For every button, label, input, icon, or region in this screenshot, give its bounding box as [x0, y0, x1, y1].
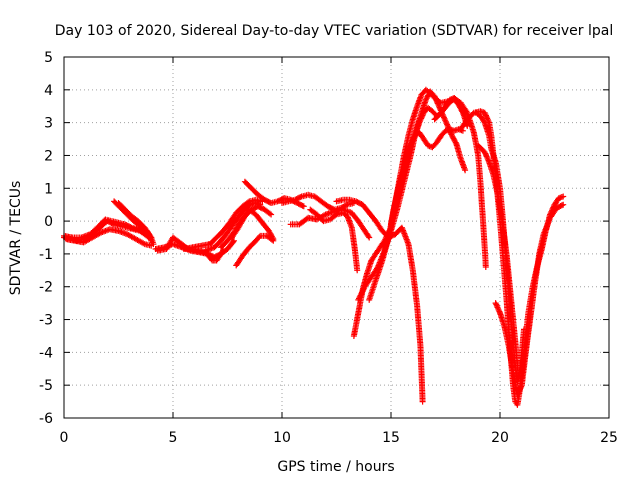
- series-arc-17: [333, 196, 426, 405]
- y-tick-label: 3: [44, 116, 53, 132]
- y-tick-label: 4: [44, 83, 53, 99]
- plot-area: [61, 86, 567, 408]
- series-arc-16: [307, 206, 361, 274]
- x-tick-label: 0: [60, 430, 69, 446]
- chart-title: Day 103 of 2020, Sidereal Day-to-day VTE…: [55, 23, 613, 39]
- x-tick-label: 25: [600, 430, 618, 446]
- x-tick-label: 5: [169, 430, 178, 446]
- x-axis-label: GPS time / hours: [277, 459, 394, 475]
- plot-frame: [63, 56, 610, 419]
- data-points: [233, 232, 277, 269]
- y-tick-label: -2: [39, 280, 53, 296]
- x-tick-label: 15: [382, 430, 400, 446]
- series-arc-09: [202, 200, 264, 254]
- data-points: [333, 196, 426, 405]
- y-tick-label: 0: [44, 214, 53, 230]
- data-points: [307, 206, 361, 274]
- series-arc-22: [431, 95, 489, 270]
- series-arc-05: [115, 200, 155, 244]
- series-arc-26: [492, 201, 567, 398]
- y-tick-label: -5: [39, 378, 53, 394]
- data-points: [202, 200, 264, 254]
- data-points: [180, 196, 266, 252]
- series-arc-12: [228, 206, 277, 243]
- y-tick-label: 5: [44, 50, 53, 66]
- x-tick-label: 10: [273, 430, 291, 446]
- series-arc-08: [180, 196, 266, 252]
- data-points: [115, 200, 155, 244]
- x-tick-label: 20: [491, 430, 509, 446]
- y-tick-label: 2: [44, 148, 53, 164]
- series-arc-11: [233, 232, 277, 269]
- y-axis-label: SDTVAR / TECUs: [8, 181, 24, 296]
- data-points: [431, 95, 489, 270]
- series-arc-03: [63, 226, 155, 249]
- y-tick-label: -6: [39, 411, 53, 427]
- y-tick-label: -3: [39, 313, 53, 329]
- y-tick-label: 1: [44, 181, 53, 197]
- y-tick-label: -4: [39, 345, 53, 361]
- data-points: [492, 201, 567, 398]
- y-tick-label: -1: [39, 247, 53, 263]
- axes: 0 5 10 15 20 25 -6 -5 -4 -3 -2 -1 0 1 2 3 4 5: [39, 50, 618, 446]
- data-points: [228, 206, 277, 243]
- data-points: [63, 226, 155, 249]
